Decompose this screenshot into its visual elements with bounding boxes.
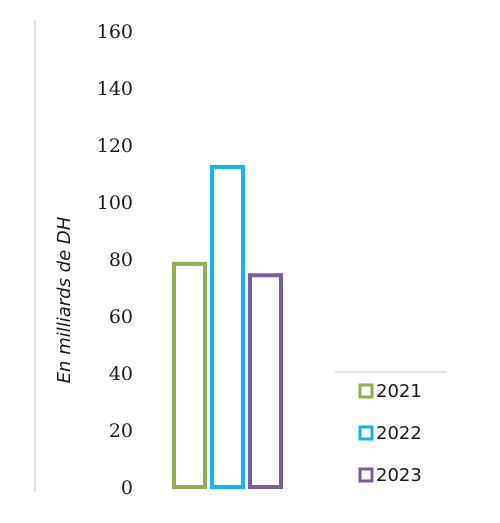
legend-label-2023: 2023: [376, 465, 422, 486]
bars: [172, 164, 283, 489]
y-tick-label: 140: [97, 78, 133, 100]
y-tick-label: 80: [109, 249, 133, 271]
y-tick-label: 160: [97, 21, 133, 43]
bar-2022: [210, 164, 245, 489]
bar-2021: [172, 261, 207, 489]
y-tick-label: 60: [109, 306, 133, 328]
y-tick-label: 120: [97, 135, 133, 157]
y-axis-ticks: 0 20 40 60 80 100 120 140 160: [97, 21, 133, 499]
y-tick-label: 100: [97, 192, 133, 214]
legend-swatch-2023: [358, 467, 374, 483]
legend-swatch-2022: [358, 425, 374, 441]
legend-label-2021: 2021: [376, 381, 422, 402]
y-tick-label: 20: [109, 420, 133, 442]
y-tick-label: 40: [109, 363, 133, 385]
y-axis-label: En milliards de DH: [54, 216, 75, 383]
legend-swatch-2021: [358, 383, 374, 399]
bar-2023: [248, 273, 283, 489]
y-tick-label: 0: [121, 477, 133, 499]
legend-label-2022: 2022: [376, 423, 422, 444]
legend: 2021 2022 2023: [358, 381, 422, 486]
